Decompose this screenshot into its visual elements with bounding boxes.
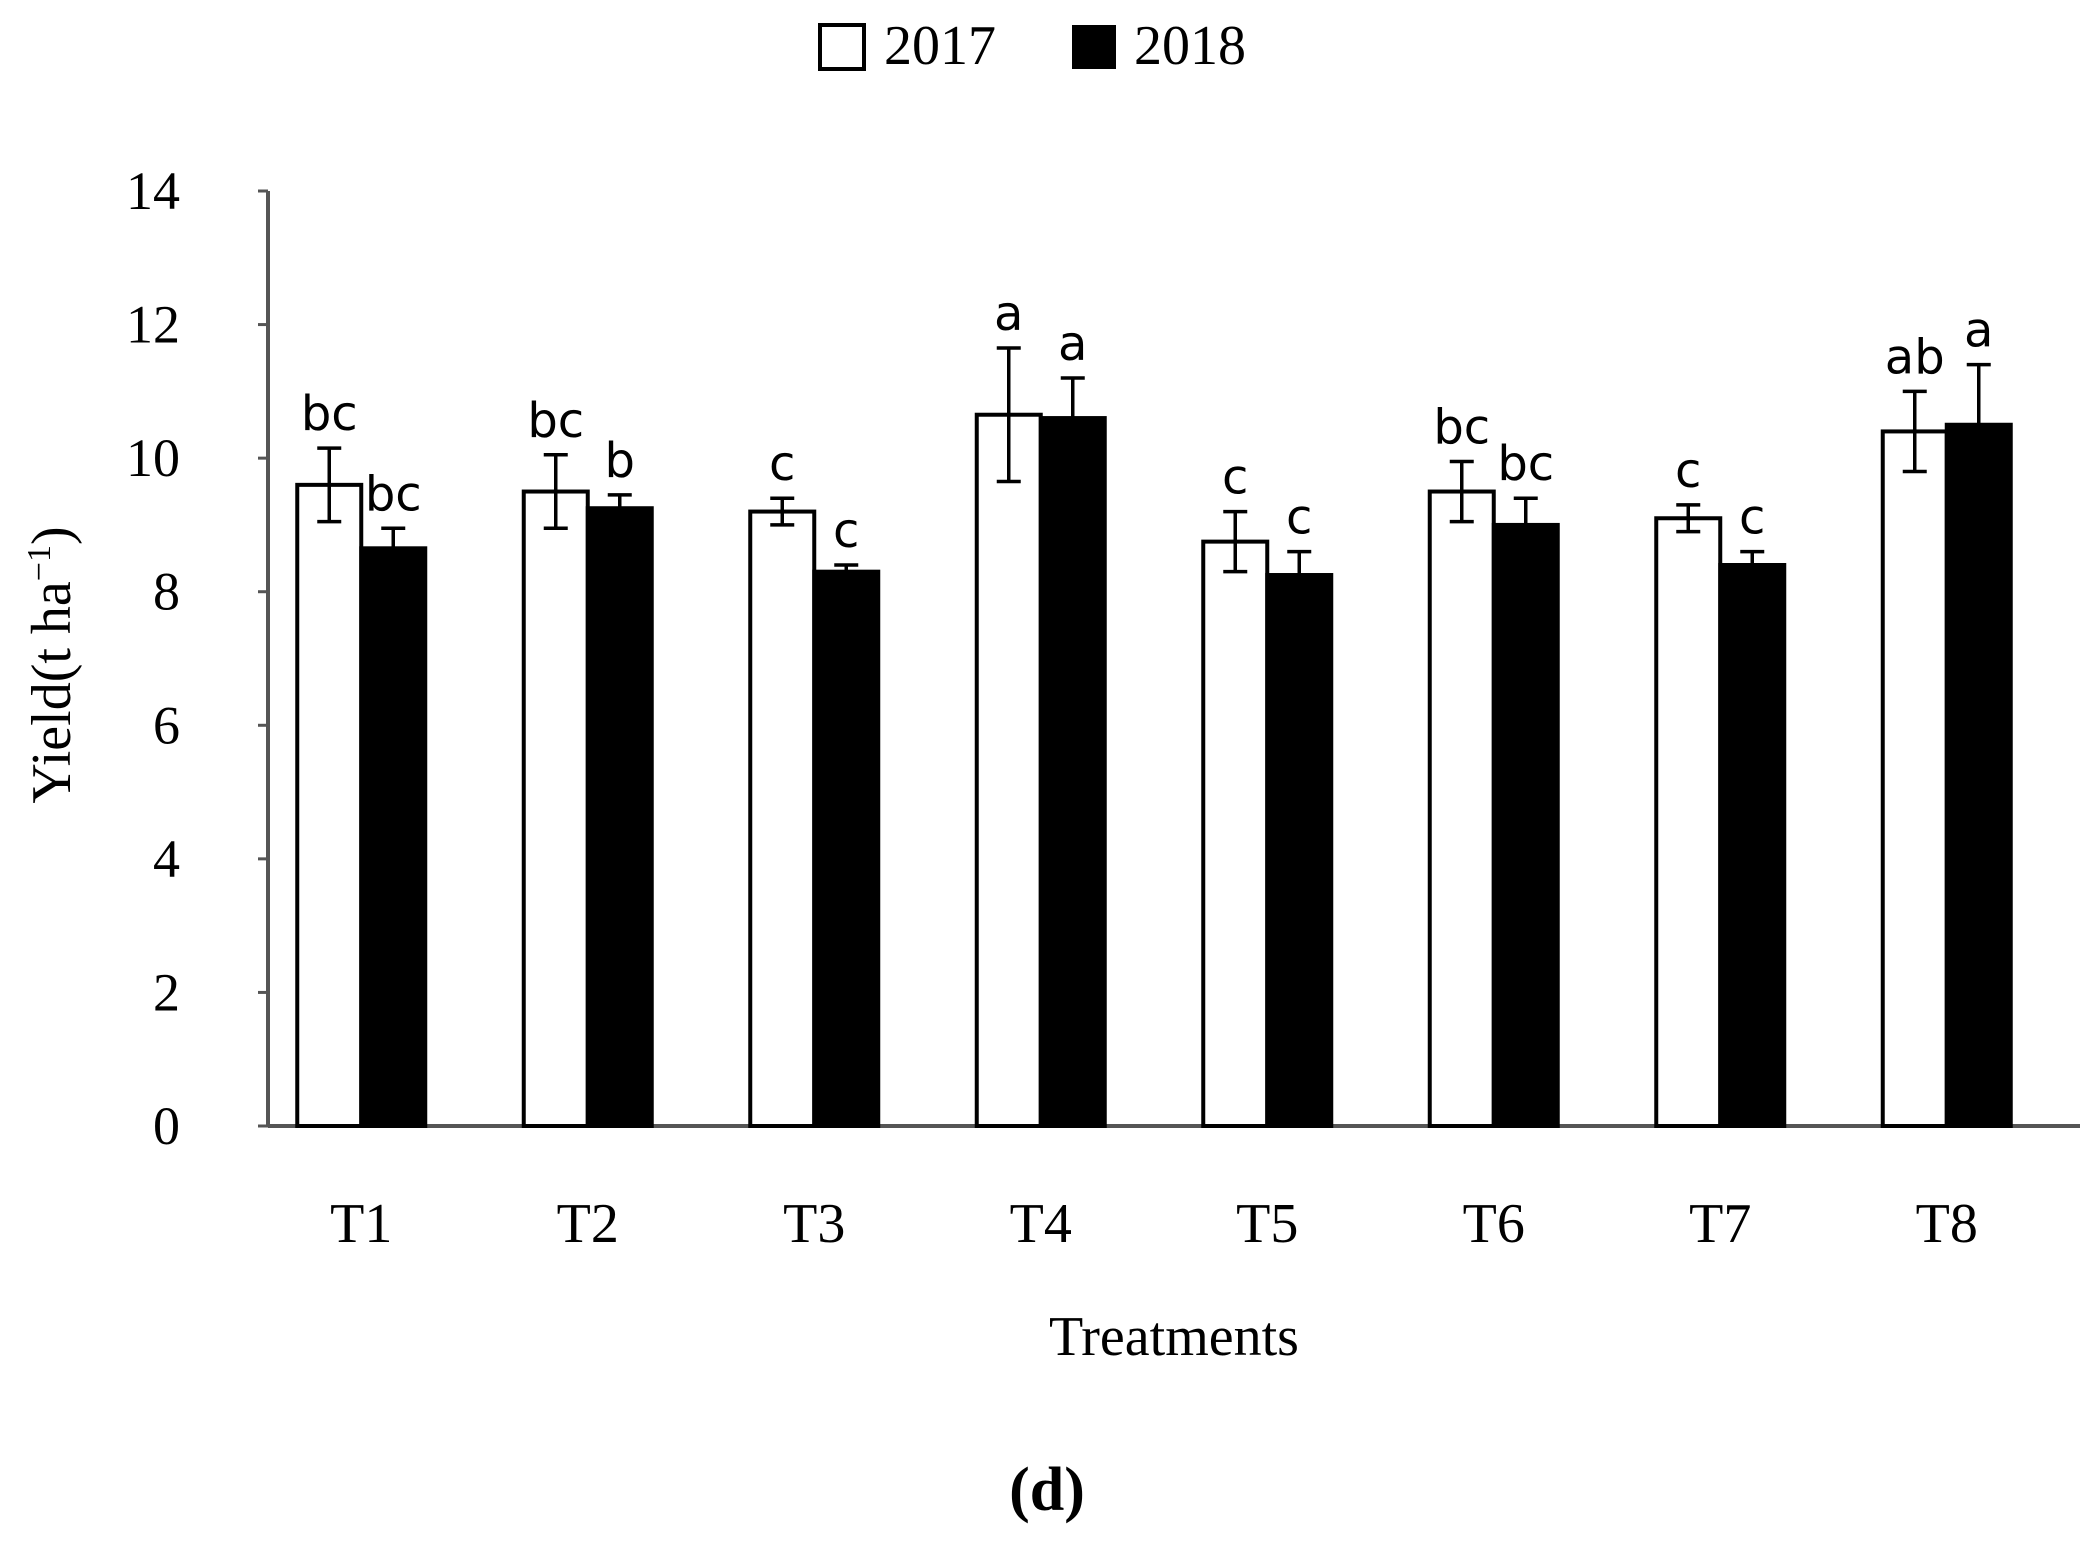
legend-swatch-2017 [818,23,866,71]
y-tick-label: 8 [153,562,180,622]
significance-label: bc [301,386,358,442]
bar-2018-T1 [359,546,428,1128]
bar-2018-T5 [1265,573,1334,1128]
legend-label-2018: 2018 [1134,15,1246,77]
x-tick-label: T7 [1689,1193,1751,1255]
error-bars [317,346,1991,601]
bar-2018-T3 [812,569,881,1128]
bar-2018-T2 [585,506,654,1129]
bar-2018-T7 [1718,563,1787,1128]
y-tick-label: 14 [126,161,180,221]
x-tick-label: T2 [557,1193,619,1255]
significance-label: a [994,286,1023,342]
bar-2018-T4 [1038,416,1107,1129]
significance-label: ab [1885,329,1945,385]
y-tick-label: 12 [126,295,180,355]
significance-label: a [1058,316,1087,372]
significance-label: c [833,503,859,559]
significance-label: bc [1433,399,1490,455]
y-tick-label: 6 [153,695,180,755]
bar-2017-T8 [1880,429,1949,1128]
significance-label: c [1222,450,1248,506]
y-tick-label: 10 [126,428,180,488]
y-axis: 0 2 4 6 8 10 12 14 Yield(t ha−1) [21,161,270,1156]
significance-label: c [1739,490,1765,546]
x-tick-label: T8 [1916,1193,1978,1255]
x-tick-labels: T1 T2 T3 T4 T5 T6 T7 T8 [330,1193,1978,1255]
significance-label: b [605,433,635,489]
bar-2017-T7 [1654,516,1723,1128]
y-tick-labels: 0 2 4 6 8 10 12 14 [126,161,268,1156]
significance-label: c [1286,490,1312,546]
y-tick-label: 0 [153,1096,180,1156]
x-tick-label: T1 [330,1193,392,1255]
y-axis-title: Yield(t ha−1) [21,526,83,803]
x-axis-title: Treatments [1049,1306,1299,1368]
x-tick-label: T5 [1236,1193,1298,1255]
legend: 2017 2018 [818,15,1246,77]
bar-2017-T4 [974,412,1043,1129]
y-tick-label: 2 [153,962,180,1022]
y-tick-label: 4 [153,829,180,889]
x-tick-label: T3 [783,1193,845,1255]
bar-2017-T2 [521,489,590,1128]
bar-2017-T1 [295,482,364,1129]
bar-2018-T6 [1491,522,1560,1128]
panel-label: (d) [1009,1456,1085,1524]
significance-label: a [1964,303,1993,359]
significance-label: bc [1497,436,1554,492]
significance-label: bc [527,393,584,449]
x-tick-label: T6 [1463,1193,1525,1255]
bar-2018-T8 [1944,422,2013,1128]
bar-2017-T6 [1427,489,1496,1128]
bar-2017-T3 [748,509,817,1129]
legend-swatch-2018 [1072,25,1116,69]
bar-2017-T5 [1201,539,1270,1128]
x-tick-label: T4 [1010,1193,1072,1255]
x-axis: T1 T2 T3 T4 T5 T6 T7 T8 Treatments [268,1124,2080,1368]
significance-label: c [769,436,795,492]
legend-label-2017: 2017 [884,15,996,77]
significance-label: c [1675,443,1701,499]
significance-label: bc [365,466,422,522]
